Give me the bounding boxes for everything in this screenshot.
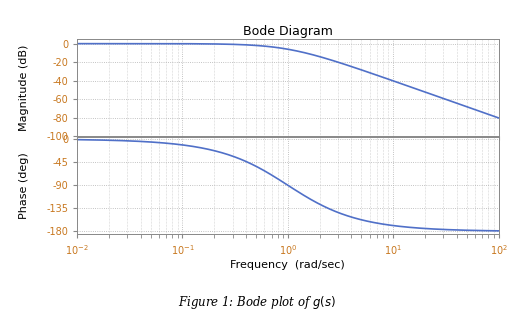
Text: Figure 1: Bode plot of $g(s)$: Figure 1: Bode plot of $g(s)$: [178, 294, 336, 311]
Title: Bode Diagram: Bode Diagram: [243, 25, 333, 38]
Y-axis label: Magnitude (dB): Magnitude (dB): [19, 45, 29, 131]
Y-axis label: Phase (deg): Phase (deg): [19, 152, 29, 219]
X-axis label: Frequency  (rad/sec): Frequency (rad/sec): [230, 260, 345, 270]
